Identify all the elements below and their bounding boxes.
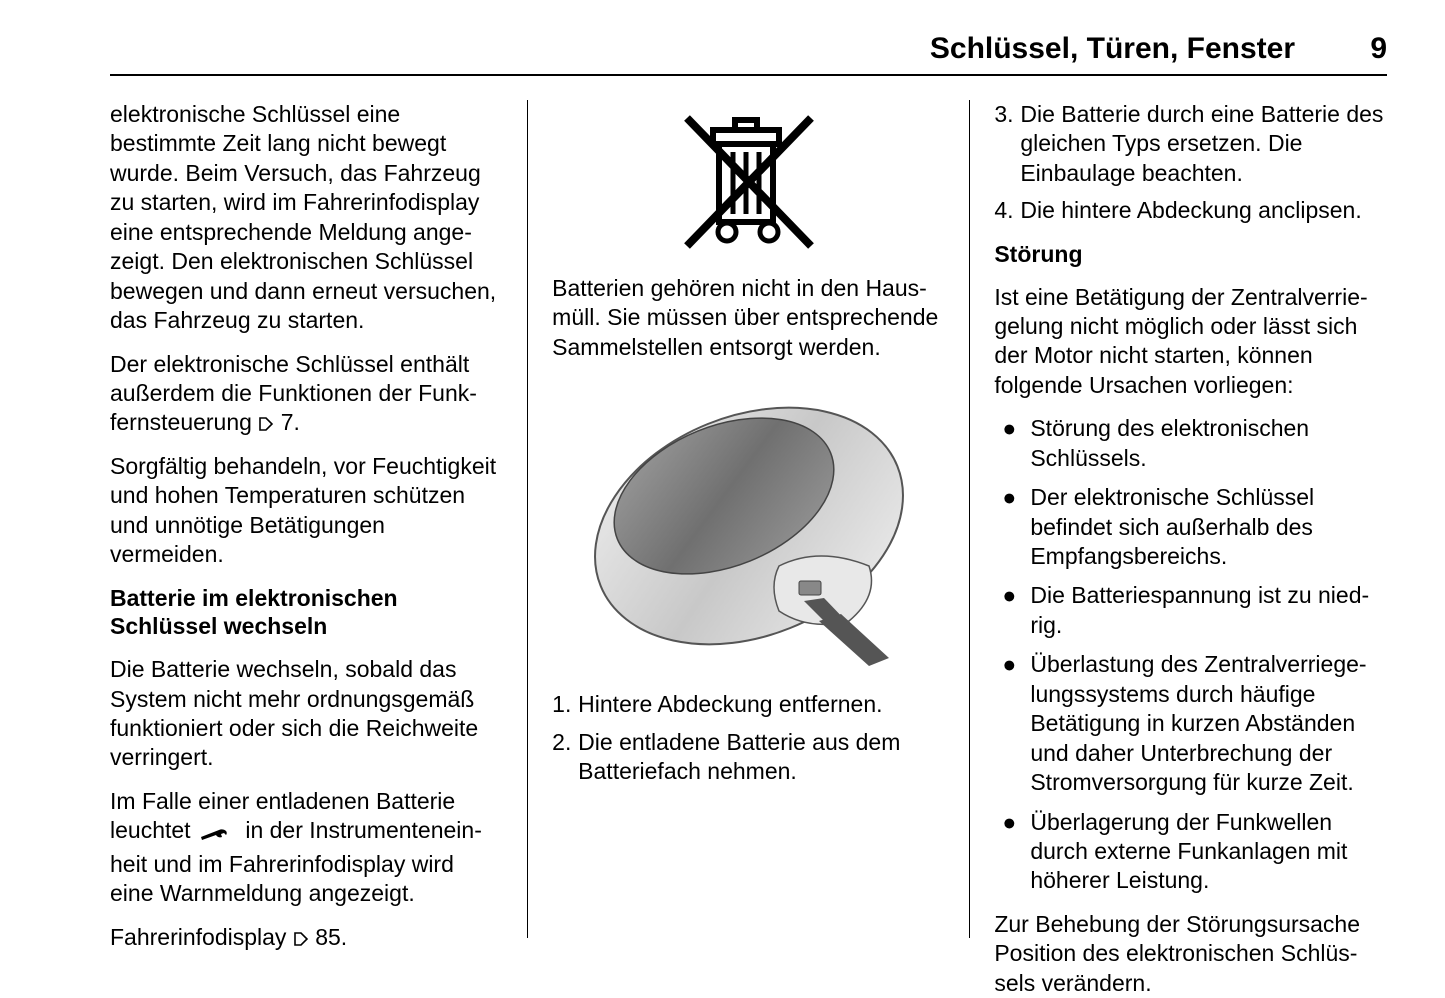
bullet-icon: ● <box>994 483 1030 571</box>
paragraph: Im Falle einer entladenen Batterie leuch… <box>110 787 503 909</box>
list-text: Hintere Abdeckung entfernen. <box>578 690 945 719</box>
list-text: Die Batterie durch eine Batterie des gle… <box>1020 100 1387 188</box>
list-text: Überlagerung der Funkwellen durch extern… <box>1030 808 1387 896</box>
paragraph: Fahrerinfodisplay 85. <box>110 923 503 952</box>
page-ref-number: 7 <box>281 409 294 435</box>
ordered-list-continued: 3. Die Batterie durch eine Batterie des … <box>994 100 1387 226</box>
column-3: 3. Die Batterie durch eine Batterie des … <box>970 100 1387 938</box>
bullet-icon: ● <box>994 650 1030 797</box>
list-text: Überlastung des Zentralverriege­lungssys… <box>1030 650 1387 797</box>
list-item: ● Störung des elektronischen Schlüssels. <box>994 414 1387 473</box>
paragraph: Der elektronische Schlüssel enthält auße… <box>110 350 503 438</box>
paragraph: Die Batterie wechseln, sobald das System… <box>110 655 503 773</box>
page-ref-number: 85 <box>315 924 341 950</box>
ordered-list: 1. Hintere Abdeckung entfernen. 2. Die e… <box>552 690 945 786</box>
wrench-icon <box>197 820 239 849</box>
page-ref-icon <box>258 408 274 437</box>
paragraph: Ist eine Betätigung der Zentralverrie­ge… <box>994 283 1387 401</box>
paragraph: elektronische Schlüssel eine bestimmte Z… <box>110 100 503 336</box>
list-text: Störung des elektronischen Schlüssels. <box>1030 414 1387 473</box>
subheading: Störung <box>994 240 1387 269</box>
list-number: 3. <box>994 100 1020 188</box>
list-item: ● Die Batteriespannung ist zu nied­rig. <box>994 581 1387 640</box>
manual-page: Schlüssel, Türen, Fenster 9 elektronisch… <box>0 0 1445 966</box>
header-rule <box>110 74 1387 76</box>
bullet-icon: ● <box>994 581 1030 640</box>
list-text: Die entladene Batterie aus dem Batterief… <box>578 728 945 787</box>
paragraph: Batterien gehören nicht in den Haus­müll… <box>552 274 945 362</box>
list-text: Der elektronische Schlüssel befindet sic… <box>1030 483 1387 571</box>
page-ref-icon <box>293 923 309 952</box>
page-number: 9 <box>1370 32 1387 66</box>
bullet-icon: ● <box>994 414 1030 473</box>
list-number: 1. <box>552 690 578 719</box>
key-fob-icon <box>569 376 929 676</box>
text: . <box>294 409 300 435</box>
list-item: ● Überlagerung der Funkwellen durch exte… <box>994 808 1387 896</box>
bullet-list: ● Störung des elektronischen Schlüssels.… <box>994 414 1387 896</box>
section-title: Schlüssel, Türen, Fenster <box>930 32 1295 66</box>
bullet-icon: ● <box>994 808 1030 896</box>
no-trash-icon <box>669 100 829 260</box>
list-item: 4. Die hintere Abdeckung anclipsen. <box>994 196 1387 225</box>
paragraph: Sorgfältig behandeln, vor Feuchtig­keit … <box>110 452 503 570</box>
list-item: 3. Die Batterie durch eine Batterie des … <box>994 100 1387 188</box>
text: . <box>341 924 347 950</box>
key-fob-figure <box>552 376 945 676</box>
paragraph: Zur Behebung der Störungsursache Positio… <box>994 910 1387 998</box>
list-item: ● Überlastung des Zentralverriege­lungss… <box>994 650 1387 797</box>
list-item: 1. Hintere Abdeckung entfernen. <box>552 690 945 719</box>
list-item: ● Der elektronische Schlüssel befindet s… <box>994 483 1387 571</box>
column-2: Batterien gehören nicht in den Haus­müll… <box>528 100 969 938</box>
list-text: Die Batteriespannung ist zu nied­rig. <box>1030 581 1387 640</box>
no-trash-figure <box>552 100 945 260</box>
list-number: 2. <box>552 728 578 787</box>
column-1: elektronische Schlüssel eine bestimmte Z… <box>110 100 527 938</box>
columns: elektronische Schlüssel eine bestimmte Z… <box>110 100 1387 938</box>
list-number: 4. <box>994 196 1020 225</box>
list-text: Die hintere Abdeckung anclipsen. <box>1020 196 1387 225</box>
text: Fahrerinfodisplay <box>110 924 293 950</box>
subheading: Batterie im elektronischen Schlüssel wec… <box>110 584 503 642</box>
list-item: 2. Die entladene Batterie aus dem Batter… <box>552 728 945 787</box>
